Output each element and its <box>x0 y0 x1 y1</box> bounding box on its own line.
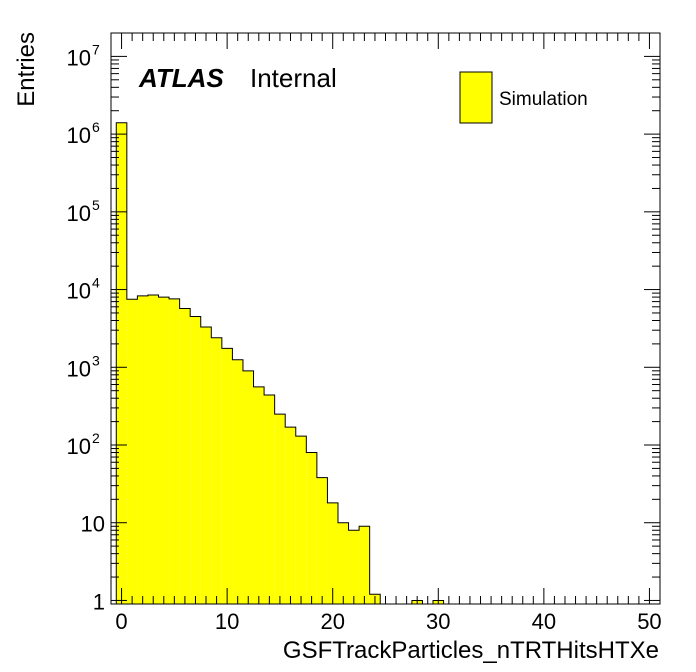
x-tick-label: 0 <box>115 609 127 634</box>
x-tick-label: 30 <box>426 609 450 634</box>
x-axis-title: GSFTrackParticles_nTRTHitsHTXe <box>283 637 659 664</box>
histogram-bar <box>253 386 265 604</box>
legend-swatch-simulation <box>459 71 493 124</box>
plot-frame <box>110 32 661 605</box>
y-tick-label: 10 <box>67 279 91 304</box>
y-tick-label: 10 <box>67 434 91 459</box>
histogram-bar <box>348 530 360 604</box>
y-tick-exponent: 3 <box>92 352 100 368</box>
histogram-bar <box>158 297 170 604</box>
y-tick-exponent: 6 <box>92 119 100 135</box>
histogram-bar <box>264 394 275 604</box>
y-tick-label: 10 <box>67 45 91 70</box>
x-tick-label: 50 <box>637 609 661 634</box>
x-tick-label: 20 <box>320 609 344 634</box>
histogram-bar <box>147 295 159 604</box>
histogram-bar <box>126 299 138 604</box>
histogram-bar <box>295 436 307 604</box>
y-tick-label: 10 <box>67 123 91 148</box>
histogram-bar <box>316 477 328 604</box>
y-tick-label: 10 <box>81 512 105 537</box>
y-tick-exponent: 2 <box>92 430 100 446</box>
histogram-bar <box>274 414 286 604</box>
atlas-label: ATLAS <box>138 63 224 93</box>
histogram-bar <box>179 308 191 604</box>
y-axis-title: Entries <box>13 32 40 107</box>
y-tick-exponent: 7 <box>92 41 100 57</box>
histogram-bar <box>211 337 222 604</box>
histogram-bar <box>337 522 349 604</box>
histogram-bar <box>306 452 317 604</box>
axis-ticks <box>111 32 660 604</box>
histogram-bar <box>221 348 233 604</box>
histogram-bar <box>327 502 338 604</box>
x-tick-label: 40 <box>532 609 556 634</box>
histogram-bar <box>242 370 254 604</box>
histogram-bar <box>169 298 180 604</box>
y-tick-exponent: 5 <box>92 197 100 213</box>
y-tick-exponent: 4 <box>92 275 100 291</box>
legend: Simulation <box>459 71 588 124</box>
histogram-bar <box>232 359 243 604</box>
legend-label-simulation: Simulation <box>499 89 588 110</box>
y-tick-label: 1 <box>93 589 105 614</box>
histogram-bar <box>285 427 296 604</box>
y-tick-label: 10 <box>67 201 91 226</box>
histogram-bars <box>116 122 444 604</box>
y-tick-label: 10 <box>67 356 91 381</box>
x-tick-label: 10 <box>215 609 239 634</box>
histogram-bar <box>137 295 148 604</box>
internal-label: Internal <box>250 63 337 93</box>
histogram-bar <box>116 122 127 604</box>
histogram-bar <box>359 526 370 604</box>
histogram-bar <box>200 326 212 604</box>
histogram-bar <box>190 316 201 604</box>
